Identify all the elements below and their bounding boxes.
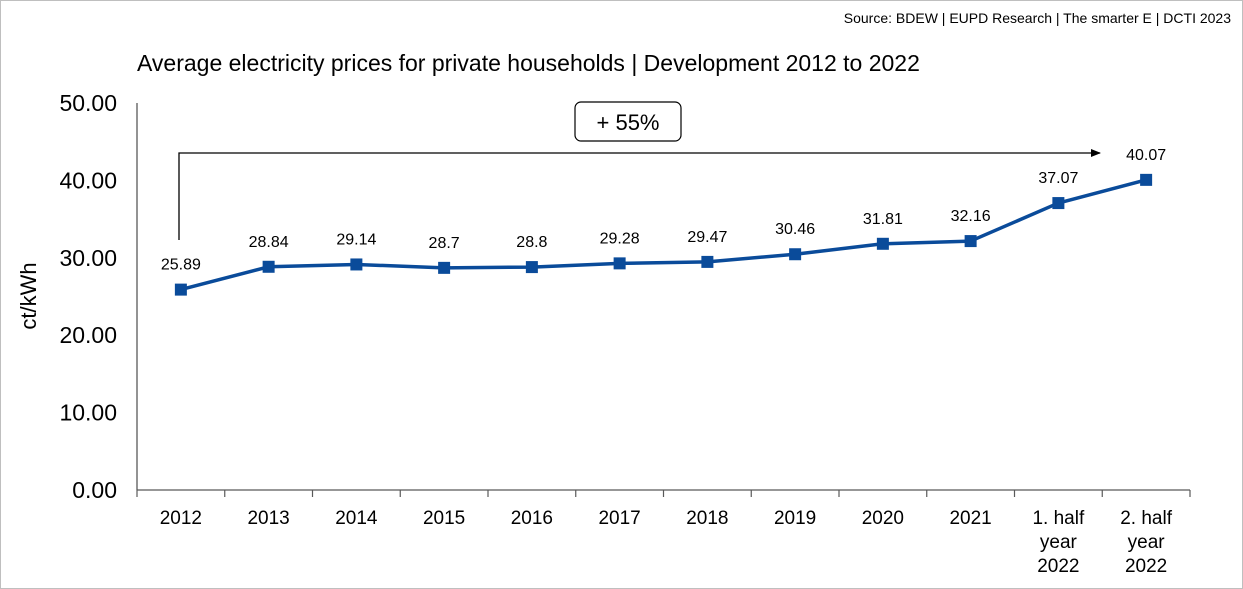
series [174,173,1153,296]
growth-annotation: + 55% [178,101,1101,240]
y-tick-label: 40.00 [59,167,117,193]
data-label: 28.84 [249,234,289,251]
data-label: 28.7 [429,235,460,252]
data-point-marker [789,248,802,261]
x-tick-label: 2016 [511,508,553,529]
growth-badge-label: + 55% [597,110,660,135]
data-labels: 25.89 28.84 29.14 28.7 28.8 29.28 29.47 30.46 31… [161,147,1166,274]
y-tick-label: 0.00 [72,477,117,503]
x-tick-label: 2019 [774,508,816,529]
data-point-marker [1140,173,1153,186]
data-point-marker [525,261,538,274]
x-tick-label: 2013 [247,508,289,529]
y-tick-label: 50.00 [59,90,117,116]
data-label: 29.28 [600,230,640,247]
data-label: 30.46 [775,221,815,238]
data-label: 28.8 [516,234,547,251]
data-point-marker [964,235,977,248]
x-tick-label: 2018 [686,508,728,529]
data-point-marker [438,261,451,274]
data-point-marker [350,258,363,271]
data-point-marker [701,255,714,268]
y-tick-labels: 0.00 10.00 20.00 30.00 40.00 50.00 [59,90,117,503]
data-point-marker [174,283,187,296]
data-point-marker [613,257,626,270]
x-tick-label: 1. half year 2022 [1032,508,1084,577]
data-point-marker [876,237,889,250]
x-tick-label: 2015 [423,508,465,529]
x-tick-label: 2020 [862,508,904,529]
x-tick-label: 2. half year 2022 [1120,508,1172,577]
data-point-marker [262,260,275,273]
x-tick-label: 2017 [598,508,640,529]
data-point-marker [1052,197,1065,210]
x-tick-label: 2021 [949,508,991,529]
data-label: 32.16 [951,208,991,225]
data-label: 37.07 [1038,170,1078,187]
axes [136,103,1191,497]
source-note: Source: BDEW | EUPD Research | The smart… [844,10,1231,26]
y-tick-label: 10.00 [59,400,117,426]
y-axis-label: ct/kWh [16,262,41,329]
growth-badge [574,101,682,142]
data-label: 40.07 [1126,147,1166,164]
data-label: 31.81 [863,211,903,228]
x-tick-labels: 2012 2013 2014 2015 2016 2017 2018 2019 2020 2021… [160,508,1173,577]
data-label: 29.47 [687,229,727,246]
series-line [180,178,1147,292]
growth-arrow [178,149,1101,240]
chart-title: Average electricity prices for private h… [137,50,920,76]
x-tick-label: 2014 [335,508,378,529]
x-tick-label: 2012 [160,508,202,529]
data-label: 29.14 [336,231,376,248]
y-tick-label: 20.00 [59,322,117,348]
y-tick-label: 30.00 [59,245,117,271]
data-label: 25.89 [161,257,201,274]
